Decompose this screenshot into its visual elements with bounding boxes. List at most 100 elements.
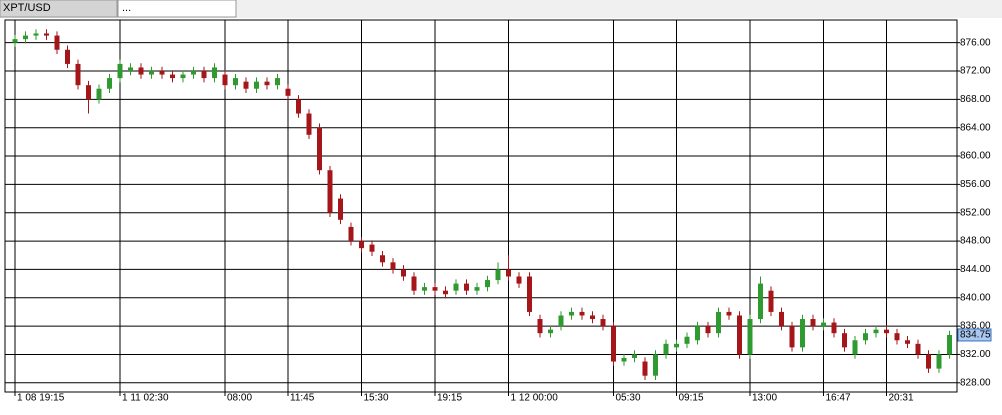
x-tick-label: 1 11 02:30: [122, 393, 169, 404]
candle-body: [600, 319, 606, 327]
candle-body: [96, 88, 102, 100]
candle-body: [401, 269, 406, 277]
candle-body: [338, 198, 343, 220]
candle-body: [264, 81, 270, 86]
candle-body: [558, 315, 564, 327]
x-tick-label: 09:15: [679, 393, 704, 404]
candle-body: [621, 357, 627, 362]
y-tick-label: 856.00: [960, 179, 991, 190]
tab[interactable]: [117, 0, 237, 18]
tab-bar: [0, 0, 1002, 18]
tab-label[interactable]: ...: [122, 2, 131, 14]
candle-body: [852, 340, 858, 355]
candle-body: [180, 74, 186, 79]
candle-body: [138, 67, 144, 75]
y-tick-label: 876.00: [960, 37, 991, 48]
candle-body: [684, 336, 690, 344]
candle-body: [159, 71, 165, 75]
y-tick-label: 844.00: [960, 264, 991, 275]
candle-body: [212, 67, 217, 79]
candle-body: [831, 322, 837, 334]
tab[interactable]: [0, 0, 118, 18]
candle-body: [495, 269, 501, 281]
candle-body: [873, 329, 879, 334]
candle-body: [548, 329, 553, 334]
candle-body: [936, 354, 942, 369]
x-tick-label: 08:00: [227, 393, 252, 404]
candle-body: [579, 311, 585, 316]
candle-body: [170, 74, 175, 79]
x-tick-label: 20:31: [889, 393, 914, 404]
candle-body: [674, 343, 679, 348]
candle-body: [191, 71, 196, 75]
y-tick-label: 852.00: [960, 207, 991, 218]
candle-body: [485, 280, 490, 288]
candle-body: [789, 326, 795, 348]
x-tick-label: 19:15: [437, 393, 462, 404]
candle-body: [23, 35, 28, 40]
candle-body: [842, 333, 847, 348]
candle-body: [222, 74, 228, 86]
x-tick-label: 13:00: [752, 393, 777, 404]
candle-body: [317, 127, 322, 171]
candle-body: [537, 319, 543, 334]
candle-body: [894, 333, 900, 341]
candle-body: [86, 85, 91, 100]
candle-body: [590, 315, 595, 320]
candle-body: [884, 329, 889, 334]
candle-body: [327, 170, 333, 213]
candle-body: [905, 340, 910, 344]
candle-body: [107, 78, 112, 89]
y-tick-label: 868.00: [960, 94, 991, 105]
candle-body: [705, 326, 711, 334]
candle-body: [117, 63, 123, 79]
candle-body: [653, 354, 658, 376]
candle-body: [926, 354, 931, 369]
candle-body: [663, 343, 669, 355]
candle-body: [863, 333, 868, 341]
candle-body: [758, 283, 763, 320]
candle-body: [474, 287, 480, 291]
candle-body: [359, 241, 364, 249]
candle-body: [149, 71, 154, 75]
candle-body: [569, 311, 574, 316]
candle-body: [506, 269, 511, 277]
candle-body: [947, 334, 952, 355]
x-tick-label: 1 12 00:00: [511, 393, 559, 404]
candle-body: [810, 319, 816, 327]
candle-body: [306, 113, 312, 135]
candle-body: [233, 78, 238, 86]
tab-label[interactable]: XPT/USD: [3, 2, 51, 14]
candle-body: [285, 88, 291, 96]
candle-body: [716, 311, 721, 334]
candle-body: [632, 354, 637, 358]
candle-body: [296, 99, 301, 114]
candle-body: [422, 287, 427, 291]
candle-body: [128, 67, 133, 72]
candle-body: [275, 78, 280, 86]
candle-body: [527, 276, 532, 312]
candle-body: [369, 244, 375, 252]
candle-body: [821, 322, 826, 327]
candle-body: [611, 326, 616, 362]
plot-area: [4, 19, 958, 393]
candle-body: [464, 283, 469, 291]
candle-body: [44, 33, 49, 36]
candle-body: [201, 71, 207, 79]
candle-body: [54, 35, 60, 50]
candle-body: [65, 49, 70, 64]
candle-body: [779, 311, 784, 327]
candle-body: [642, 361, 648, 376]
x-tick-label: 1 08 19:15: [17, 393, 65, 404]
candle-body: [453, 283, 459, 291]
candle-body: [432, 287, 438, 291]
candle-body: [243, 81, 249, 89]
candle-body: [747, 319, 753, 355]
y-tick-label: 840.00: [960, 292, 991, 303]
candle-body: [390, 262, 396, 270]
candle-body: [737, 315, 742, 355]
candle-body: [726, 311, 732, 316]
candle-body: [516, 276, 522, 284]
candle-body: [411, 276, 417, 291]
y-tick-label: 864.00: [960, 122, 991, 133]
